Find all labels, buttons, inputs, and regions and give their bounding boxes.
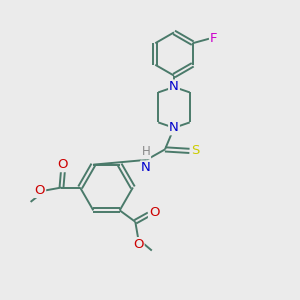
Text: O: O xyxy=(133,238,143,251)
Text: H: H xyxy=(141,146,150,158)
Text: N: N xyxy=(141,161,151,174)
Text: N: N xyxy=(169,80,179,94)
Text: S: S xyxy=(191,144,199,158)
Text: F: F xyxy=(210,32,218,45)
Text: N: N xyxy=(169,121,179,134)
Text: O: O xyxy=(35,184,45,197)
Text: O: O xyxy=(58,158,68,171)
Text: O: O xyxy=(149,206,160,219)
